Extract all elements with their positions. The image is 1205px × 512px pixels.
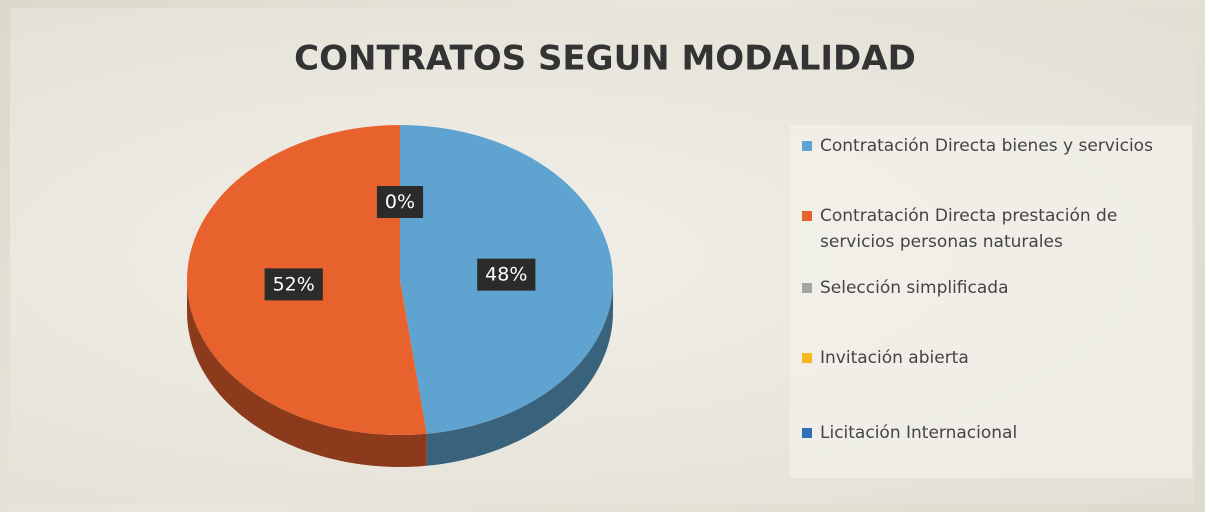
legend-label: Selección simplificada bbox=[820, 278, 1009, 298]
legend-item: Contratación Directa bienes y servicios bbox=[802, 133, 1187, 159]
data-label: 48% bbox=[477, 258, 536, 291]
legend: Contratación Directa bienes y servicios C… bbox=[790, 125, 1192, 478]
legend-label: Contratación Directa bienes y servicios bbox=[820, 136, 1153, 156]
legend-swatch bbox=[802, 428, 812, 438]
slice-side bbox=[426, 280, 613, 466]
legend-swatch bbox=[802, 211, 812, 221]
legend-label: Invitación abierta bbox=[820, 348, 969, 368]
data-label-text: 52% bbox=[273, 273, 315, 295]
legend-swatch bbox=[802, 141, 812, 151]
legend-label: Licitación Internacional bbox=[820, 423, 1018, 443]
data-label-box bbox=[376, 186, 424, 218]
data-label-text: 48% bbox=[485, 264, 527, 286]
legend-item: Contratación Directa prestación de servi… bbox=[802, 203, 1187, 255]
data-label-box bbox=[477, 258, 536, 291]
data-label: 0% bbox=[376, 186, 424, 218]
legend-item: Licitación Internacional bbox=[802, 420, 1187, 446]
legend-item: Selección simplificada bbox=[802, 275, 1187, 301]
legend-item: Invitación abierta bbox=[802, 345, 1187, 371]
data-label: 52% bbox=[264, 268, 323, 301]
legend-swatch bbox=[802, 283, 812, 293]
data-label-box bbox=[264, 268, 323, 301]
legend-label: Contratación Directa prestación de servi… bbox=[820, 206, 1118, 252]
slice-side bbox=[187, 280, 427, 467]
legend-swatch bbox=[802, 353, 812, 363]
chart-title: CONTRATOS SEGUN MODALIDAD bbox=[294, 39, 916, 79]
data-label-text: 0% bbox=[385, 191, 415, 213]
